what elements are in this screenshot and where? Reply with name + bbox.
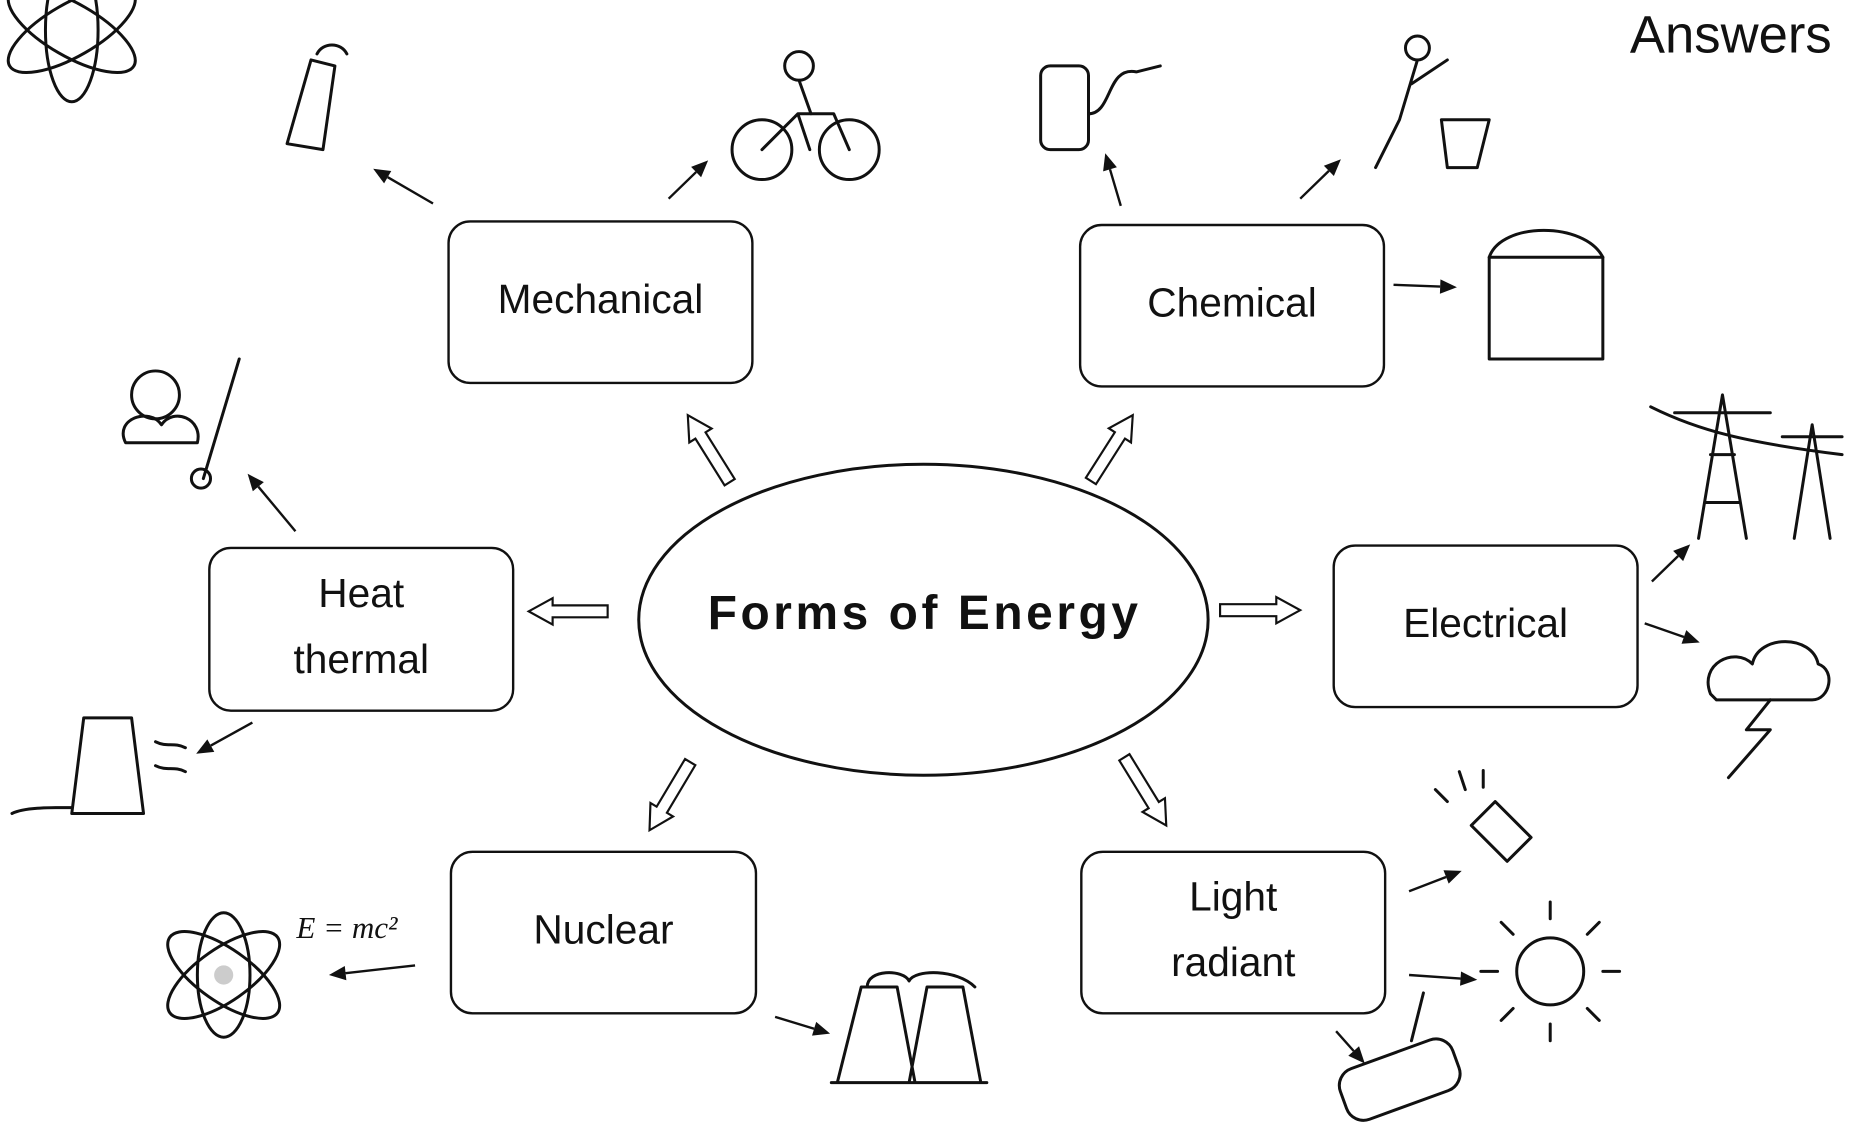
storm-icon [1708, 642, 1829, 778]
bicycle-icon [732, 52, 879, 180]
arrow-head [1443, 870, 1461, 883]
arrow-line [258, 487, 295, 532]
arrow-line [388, 177, 433, 203]
node-label: Mechanical [498, 276, 704, 322]
arrow-line [1409, 975, 1460, 979]
node-label: Heat [318, 570, 404, 616]
arrow-line [1110, 169, 1121, 206]
plant-icon [831, 973, 987, 1083]
arrow-head [1460, 971, 1477, 985]
energy-diagram: Answers Forms of Energy E = mc² [0, 0, 1866, 1139]
block-arrow [650, 759, 696, 830]
sun-icon [1481, 902, 1620, 1041]
flashlight-icon [1435, 770, 1531, 861]
arrow-line [1409, 877, 1446, 891]
arrow-line [346, 965, 415, 973]
arrow-line [669, 172, 696, 199]
tower-icon [1651, 395, 1842, 539]
node-label: Light [1189, 873, 1277, 919]
torch-icon [287, 45, 347, 150]
miner-icon [1376, 36, 1490, 168]
arrow-line [1336, 1031, 1354, 1051]
arrow-line [775, 1017, 814, 1029]
arrow-line [1645, 623, 1684, 637]
formula: E = mc² [295, 910, 398, 945]
arrow-head [373, 169, 391, 184]
atom-icon [155, 913, 293, 1037]
arrow-head [1440, 279, 1457, 293]
arrow-head [1103, 153, 1117, 171]
node-label: Electrical [1403, 600, 1568, 646]
block-arrow [1119, 754, 1166, 825]
node-label: thermal [293, 636, 429, 682]
corner-label: Answers [1630, 5, 1832, 64]
center-label: Forms of Energy [708, 587, 1142, 640]
block-arrow [529, 598, 608, 624]
atom-icon [0, 0, 147, 102]
arrow-head [812, 1022, 830, 1036]
arrow-head [329, 966, 346, 980]
block-arrow [1086, 415, 1133, 484]
arrow-line [211, 723, 253, 746]
weather-icon [123, 359, 239, 488]
arrow-head [1682, 630, 1700, 644]
node-label: radiant [1171, 939, 1295, 985]
block-arrow [688, 415, 735, 485]
grocery-icon [1489, 230, 1603, 359]
arrow-line [1394, 285, 1441, 287]
iron-icon [12, 718, 185, 814]
pump-icon [1041, 66, 1161, 150]
node-label: Nuclear [533, 906, 673, 952]
arrow-line [1300, 171, 1329, 199]
node-label: Chemical [1147, 279, 1316, 325]
block-arrow [1220, 597, 1300, 623]
arrow-line [1652, 556, 1678, 581]
